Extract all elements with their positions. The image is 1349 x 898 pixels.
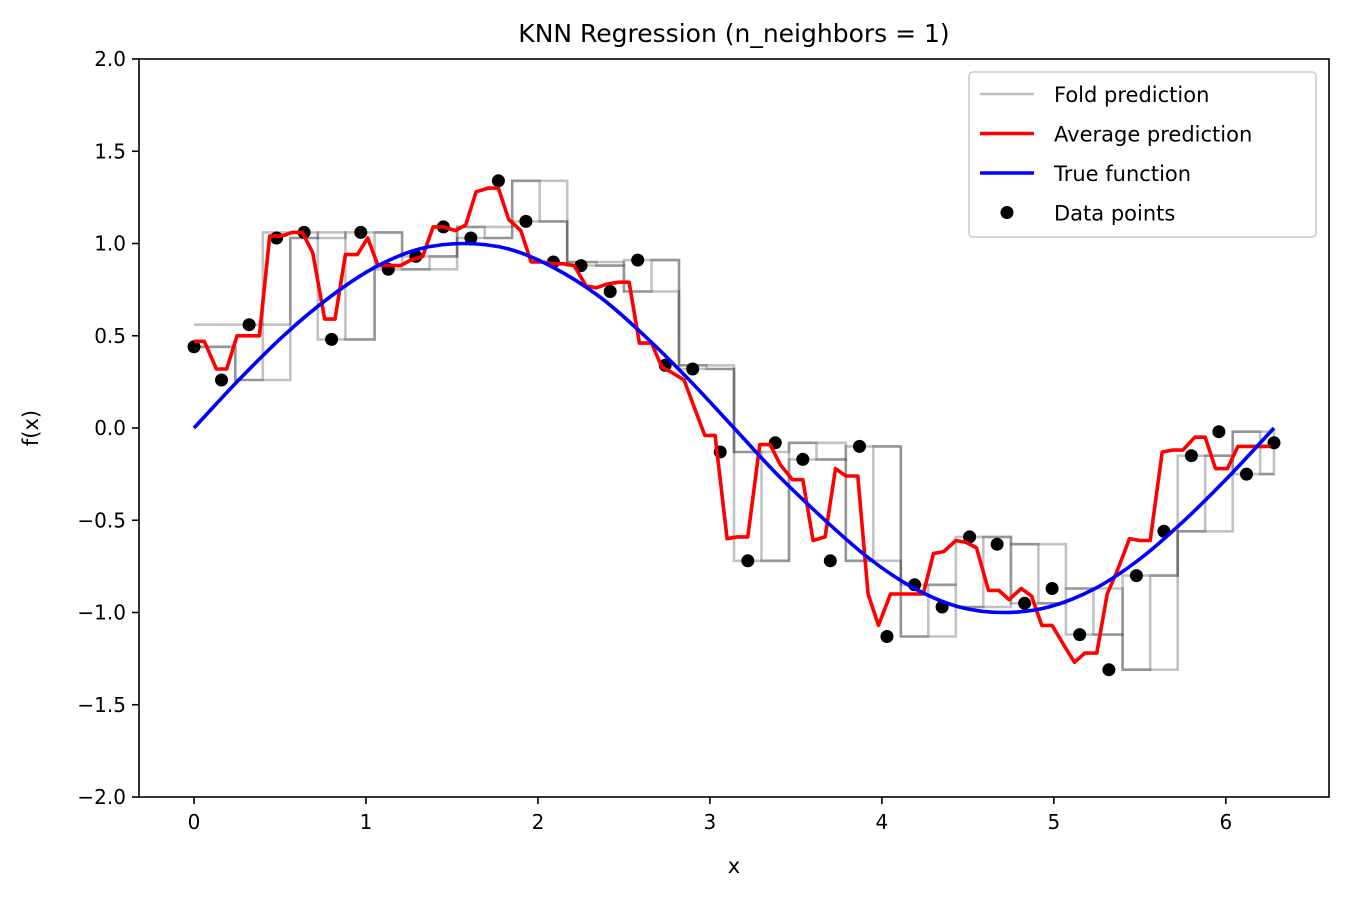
y-tick-label: 1.0 bbox=[94, 232, 126, 256]
fold-prediction-line-3 bbox=[194, 179, 1276, 671]
data-point bbox=[1184, 449, 1198, 463]
data-point bbox=[354, 225, 368, 239]
y-tick-label: 0.0 bbox=[94, 416, 126, 440]
data-point bbox=[1129, 569, 1143, 583]
data-point bbox=[187, 340, 201, 354]
data-point bbox=[1045, 582, 1059, 595]
average-prediction-line bbox=[194, 186, 1271, 665]
plot-area bbox=[187, 174, 1281, 677]
x-axis-label: x bbox=[728, 854, 740, 878]
y-tick-label: 1.5 bbox=[94, 139, 126, 163]
legend: Fold prediction Average prediction True fu… bbox=[968, 71, 1317, 238]
data-point bbox=[519, 214, 533, 228]
y-tick-label: −2.0 bbox=[77, 785, 126, 809]
data-point bbox=[215, 373, 228, 387]
data-point bbox=[464, 231, 478, 245]
legend-label: Fold prediction bbox=[1054, 83, 1209, 107]
data-point bbox=[686, 362, 700, 376]
y-axis-label: f(x) bbox=[19, 410, 43, 446]
legend-box bbox=[968, 71, 1317, 238]
x-tick-label: 5 bbox=[1047, 810, 1060, 834]
data-point bbox=[603, 285, 617, 298]
y-tick-label: −0.5 bbox=[77, 508, 126, 532]
data-point bbox=[741, 554, 755, 568]
data-point bbox=[1018, 596, 1032, 610]
x-tick-label: 2 bbox=[532, 810, 545, 834]
y-tick-label: 2.0 bbox=[94, 47, 126, 71]
x-tick-label: 1 bbox=[360, 810, 373, 834]
data-point bbox=[270, 231, 284, 245]
data-point bbox=[823, 554, 837, 568]
data-point bbox=[1267, 436, 1281, 450]
data-point bbox=[880, 630, 894, 643]
chart-title: KNN Regression (n_neighbors = 1) bbox=[518, 19, 949, 48]
data-point bbox=[1212, 425, 1226, 439]
x-tick-label: 0 bbox=[188, 810, 201, 834]
data-point bbox=[1240, 467, 1253, 481]
data-point bbox=[796, 452, 810, 466]
data-point bbox=[325, 332, 339, 346]
legend-label: Data points bbox=[1054, 202, 1175, 226]
data-point bbox=[1102, 663, 1116, 677]
data-point bbox=[491, 174, 505, 188]
data-point bbox=[1073, 628, 1087, 642]
y-tick-label: 0.5 bbox=[94, 324, 126, 348]
x-tick-label: 6 bbox=[1219, 810, 1232, 834]
x-tick-label: 4 bbox=[876, 810, 889, 834]
data-point bbox=[990, 537, 1004, 551]
true-function-line bbox=[192, 241, 1276, 615]
data-point bbox=[963, 530, 977, 544]
x-tick-label: 3 bbox=[704, 810, 717, 834]
y-tick-label: −1.0 bbox=[77, 601, 126, 625]
axes: 0 1 2 3 4 5 6 −2.0 −1.5 −1.0 −0.5 0.0 0.5 1.0 1.5 2.0 bbox=[77, 47, 1330, 834]
legend-swatch-marker bbox=[1000, 206, 1014, 219]
legend-label: Average prediction bbox=[1054, 123, 1252, 147]
legend-label: True function bbox=[1053, 162, 1191, 186]
data-point bbox=[242, 318, 256, 332]
data-point bbox=[631, 253, 645, 267]
fold-prediction-line-2 bbox=[194, 220, 1274, 636]
data-point bbox=[853, 439, 866, 453]
y-tick-label: −1.5 bbox=[77, 693, 126, 717]
